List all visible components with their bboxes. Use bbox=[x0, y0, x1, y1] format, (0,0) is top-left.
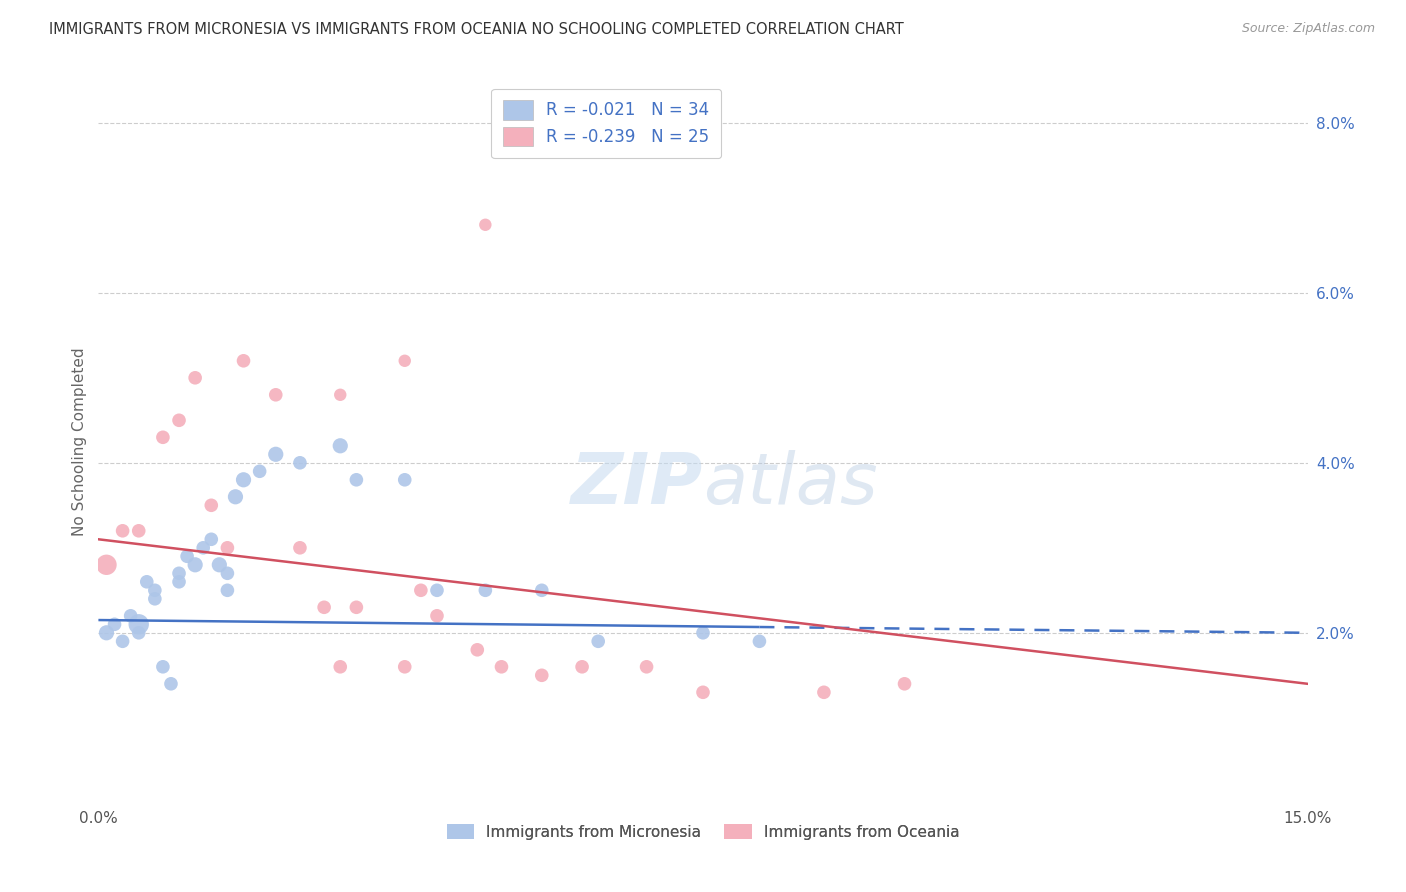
Point bbox=[96, 558, 118, 572]
Point bbox=[128, 524, 150, 538]
Point bbox=[426, 583, 449, 598]
Point bbox=[249, 464, 271, 478]
Point bbox=[184, 558, 207, 572]
Point bbox=[217, 541, 239, 555]
Point bbox=[474, 218, 496, 232]
Point bbox=[200, 533, 222, 547]
Point bbox=[288, 541, 311, 555]
Point bbox=[224, 490, 246, 504]
Point bbox=[344, 473, 367, 487]
Point bbox=[748, 634, 770, 648]
Point bbox=[111, 634, 134, 648]
Point bbox=[152, 430, 174, 444]
Point bbox=[491, 660, 513, 674]
Point bbox=[692, 685, 714, 699]
Point bbox=[530, 583, 553, 598]
Point bbox=[474, 583, 496, 598]
Text: ZIP: ZIP bbox=[571, 450, 703, 519]
Text: IMMIGRANTS FROM MICRONESIA VS IMMIGRANTS FROM OCEANIA NO SCHOOLING COMPLETED COR: IMMIGRANTS FROM MICRONESIA VS IMMIGRANTS… bbox=[49, 22, 904, 37]
Point bbox=[167, 574, 190, 589]
Point bbox=[314, 600, 336, 615]
Point bbox=[208, 558, 231, 572]
Text: atlas: atlas bbox=[703, 450, 877, 519]
Point bbox=[128, 625, 150, 640]
Point bbox=[167, 566, 190, 581]
Point bbox=[96, 625, 118, 640]
Point bbox=[329, 660, 352, 674]
Point bbox=[232, 473, 254, 487]
Point bbox=[329, 388, 352, 402]
Point bbox=[344, 600, 367, 615]
Point bbox=[160, 677, 183, 691]
Point bbox=[264, 388, 287, 402]
Point bbox=[394, 660, 416, 674]
Point bbox=[128, 617, 150, 632]
Point bbox=[692, 625, 714, 640]
Point bbox=[193, 541, 215, 555]
Point bbox=[184, 371, 207, 385]
Point bbox=[893, 677, 915, 691]
Point bbox=[111, 524, 134, 538]
Point bbox=[152, 660, 174, 674]
Point bbox=[571, 660, 593, 674]
Point bbox=[167, 413, 190, 427]
Point bbox=[135, 574, 157, 589]
Point bbox=[329, 439, 352, 453]
Point bbox=[217, 566, 239, 581]
Point bbox=[409, 583, 432, 598]
Point bbox=[394, 473, 416, 487]
Point bbox=[200, 498, 222, 512]
Point bbox=[394, 353, 416, 368]
Point bbox=[217, 583, 239, 598]
Point bbox=[120, 608, 142, 623]
Point bbox=[232, 353, 254, 368]
Point bbox=[636, 660, 658, 674]
Y-axis label: No Schooling Completed: No Schooling Completed bbox=[72, 347, 87, 536]
Point bbox=[103, 617, 125, 632]
Point bbox=[813, 685, 835, 699]
Point bbox=[143, 591, 166, 606]
Point bbox=[176, 549, 198, 564]
Point bbox=[465, 642, 488, 657]
Point bbox=[288, 456, 311, 470]
Text: Source: ZipAtlas.com: Source: ZipAtlas.com bbox=[1241, 22, 1375, 36]
Point bbox=[143, 583, 166, 598]
Point bbox=[530, 668, 553, 682]
Point bbox=[426, 608, 449, 623]
Point bbox=[264, 447, 287, 461]
Legend: Immigrants from Micronesia, Immigrants from Oceania: Immigrants from Micronesia, Immigrants f… bbox=[440, 818, 966, 846]
Point bbox=[586, 634, 609, 648]
